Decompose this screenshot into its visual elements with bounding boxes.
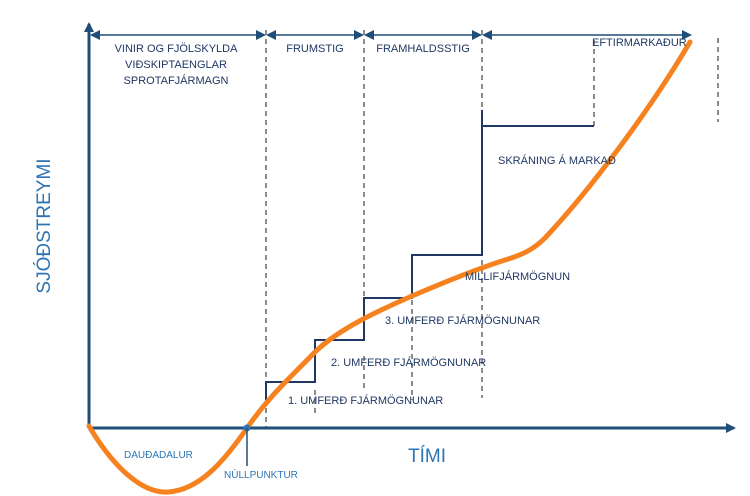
stage-friends-line1: VINIR OG FJÖLSKYLDA <box>115 43 239 55</box>
stage-friends-line2: VIÐSKIPTAENGLAR <box>125 59 227 71</box>
mezzanine-label: MILLIFJÁRMÖGNUN <box>465 270 570 283</box>
ipo-label: SKRÁNING Á MARKAÐ <box>498 154 616 167</box>
stage-early-label: FRUMSTIG <box>286 43 343 55</box>
y-axis-title: SJÓÐSTREYMI <box>33 158 55 293</box>
stage-friends-line3: SPROTAFJÁRMAGN <box>124 74 229 87</box>
round1-label: 1. UMFERÐ FJÁRMÖGNUNAR <box>288 394 443 407</box>
stage-dividers <box>265 30 719 428</box>
cash-flow-curve <box>86 39 693 495</box>
round2-label: 2. UMFERÐ FJÁRMÖGNUNAR <box>331 356 486 369</box>
valley-label: DAUÐADALUR <box>124 450 193 461</box>
round3-label: 3. UMFERÐ FJÁRMÖGNUNAR <box>385 314 540 327</box>
breakeven-label: NÚLLPUNKTUR <box>224 468 298 481</box>
x-axis-title: TÍMI <box>408 446 446 467</box>
stage-growth-label: FRAMHALDSSTIG <box>376 43 470 55</box>
axes <box>84 22 736 433</box>
stage-after-label: EFTIRMARKAÐUR <box>592 37 687 49</box>
